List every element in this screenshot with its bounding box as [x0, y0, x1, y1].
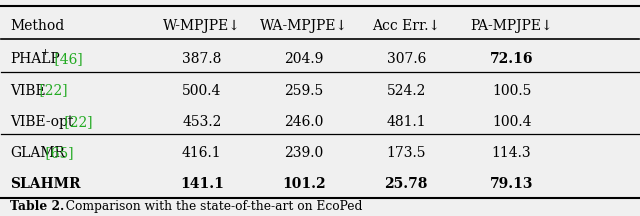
- Text: SLAHMR: SLAHMR: [10, 177, 81, 191]
- Text: 387.8: 387.8: [182, 52, 221, 66]
- Text: 416.1: 416.1: [182, 146, 221, 160]
- Text: GLAMR: GLAMR: [10, 146, 65, 160]
- Text: 79.13: 79.13: [490, 177, 533, 191]
- Text: 101.2: 101.2: [282, 177, 326, 191]
- Text: Acc Err.↓: Acc Err.↓: [372, 19, 440, 33]
- Text: 25.78: 25.78: [385, 177, 428, 191]
- Text: Table 2.: Table 2.: [10, 200, 65, 213]
- Text: 307.6: 307.6: [387, 52, 426, 66]
- Text: 173.5: 173.5: [387, 146, 426, 160]
- Text: +: +: [41, 48, 50, 57]
- Text: VIBE: VIBE: [10, 84, 46, 97]
- Text: [46]: [46]: [51, 52, 83, 66]
- Text: PA-MPJPE↓: PA-MPJPE↓: [470, 19, 553, 33]
- Text: 500.4: 500.4: [182, 84, 221, 97]
- Text: VIBE-opt: VIBE-opt: [10, 115, 74, 129]
- Text: PHALP: PHALP: [10, 52, 60, 66]
- Text: Method: Method: [10, 19, 65, 33]
- Text: 239.0: 239.0: [284, 146, 324, 160]
- Text: [22]: [22]: [60, 115, 92, 129]
- Text: 204.9: 204.9: [284, 52, 324, 66]
- Text: WA-MPJPE↓: WA-MPJPE↓: [260, 19, 348, 33]
- Text: 100.5: 100.5: [492, 84, 531, 97]
- Text: 114.3: 114.3: [492, 146, 531, 160]
- Text: 259.5: 259.5: [284, 84, 324, 97]
- Text: 141.1: 141.1: [180, 177, 224, 191]
- Text: 524.2: 524.2: [387, 84, 426, 97]
- Text: W-MPJPE↓: W-MPJPE↓: [163, 19, 241, 33]
- Text: [22]: [22]: [35, 84, 68, 97]
- Text: 100.4: 100.4: [492, 115, 531, 129]
- Text: 481.1: 481.1: [387, 115, 426, 129]
- Text: Comparison with the state-of-the-art on EcoPed: Comparison with the state-of-the-art on …: [58, 200, 362, 213]
- Text: 246.0: 246.0: [284, 115, 324, 129]
- Text: 453.2: 453.2: [182, 115, 221, 129]
- Text: [65]: [65]: [41, 146, 74, 160]
- Text: 72.16: 72.16: [490, 52, 533, 66]
